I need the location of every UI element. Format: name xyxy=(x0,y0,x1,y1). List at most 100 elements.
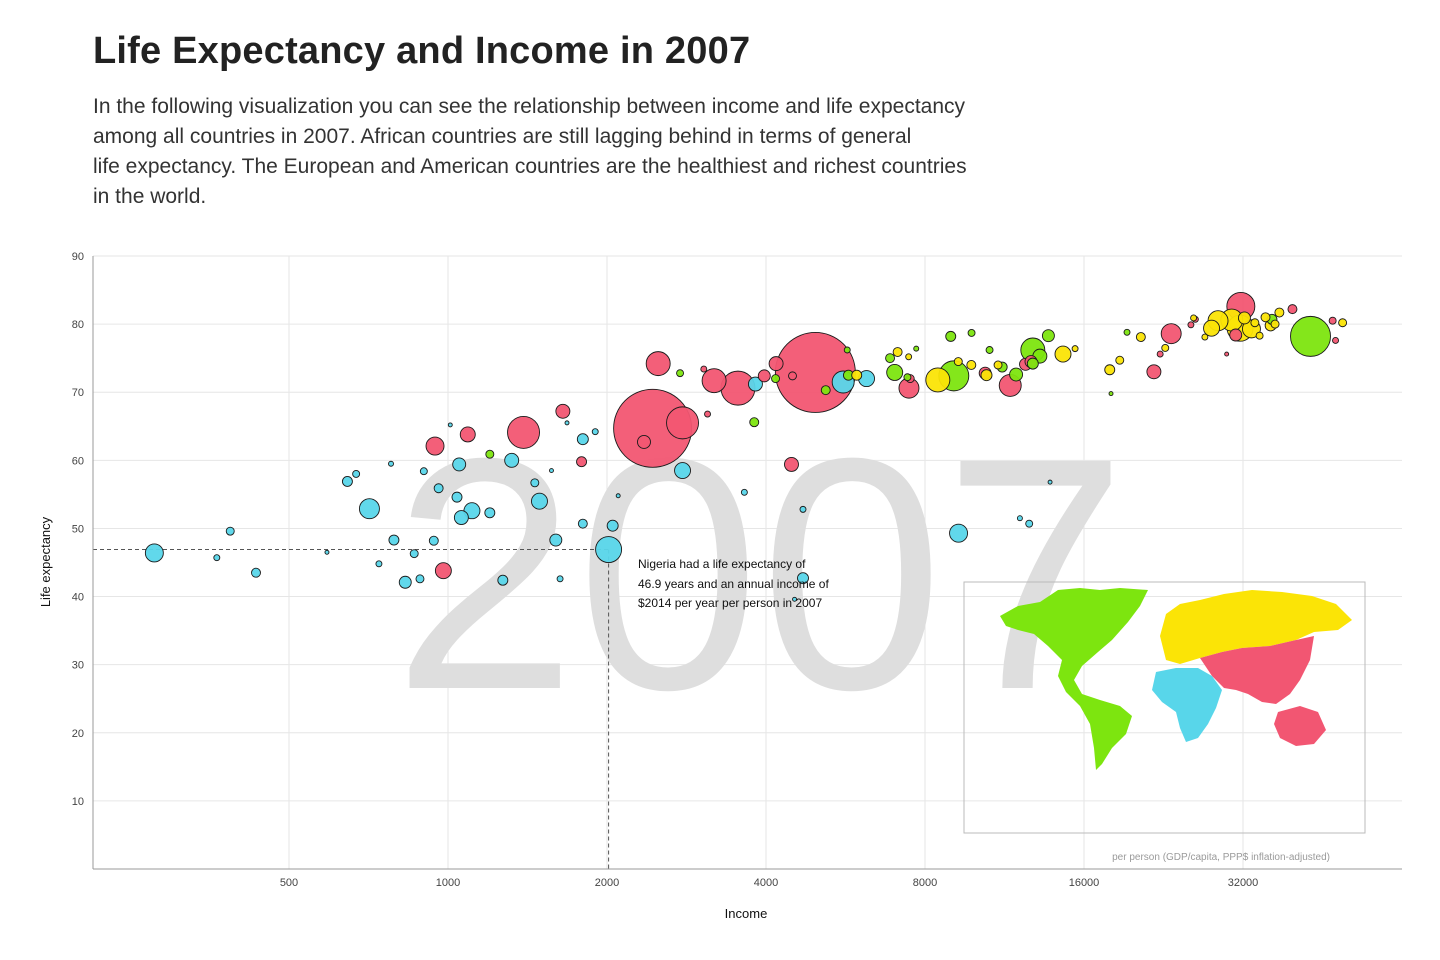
point-asia xyxy=(757,369,771,383)
point-americas xyxy=(820,385,831,396)
point-europe xyxy=(1190,314,1198,322)
point-americas xyxy=(749,417,760,428)
point-africa xyxy=(409,549,419,559)
point-africa xyxy=(324,549,330,555)
point-asia xyxy=(700,365,708,373)
x-tick-label: 500 xyxy=(280,877,298,889)
point-americas xyxy=(903,373,912,382)
point-asia xyxy=(1229,328,1243,342)
point-africa xyxy=(375,560,383,568)
map-region-africa xyxy=(1152,668,1222,742)
subtitle-line: life expectancy. The European and Americ… xyxy=(93,155,967,178)
y-tick-label: 90 xyxy=(72,251,84,263)
point-africa xyxy=(740,488,748,496)
point-europe xyxy=(1255,331,1264,340)
point-americas xyxy=(843,346,851,354)
point-asia xyxy=(425,436,445,456)
point-africa xyxy=(577,518,588,529)
y-axis-title: Life expectancy xyxy=(38,516,53,607)
point-asia xyxy=(637,434,651,449)
point-europe xyxy=(1274,307,1285,318)
point-africa xyxy=(452,457,467,472)
point-africa xyxy=(799,505,807,513)
point-africa xyxy=(595,536,623,564)
x-tick-label: 4000 xyxy=(754,877,778,889)
point-africa xyxy=(591,428,599,436)
point-americas xyxy=(771,374,780,384)
subtitle-line: among all countries in 2007. African cou… xyxy=(93,125,912,148)
x-tick-label: 1000 xyxy=(436,877,460,889)
point-europe xyxy=(1115,355,1125,365)
y-tick-label: 80 xyxy=(72,319,84,331)
caption: per person (GDP/capita, PPP$ inflation-a… xyxy=(1112,852,1330,863)
point-africa xyxy=(428,535,439,546)
point-asia xyxy=(1332,337,1339,344)
point-americas xyxy=(1026,357,1039,370)
world-map-inset xyxy=(963,581,1366,834)
y-tick-label: 20 xyxy=(72,728,84,740)
point-europe xyxy=(892,347,903,357)
point-africa xyxy=(576,433,589,446)
points xyxy=(144,291,1348,602)
point-africa xyxy=(497,574,509,586)
point-africa xyxy=(549,468,554,473)
point-europe xyxy=(966,360,977,370)
point-africa xyxy=(341,475,353,487)
point-americas xyxy=(945,330,957,342)
point-asia xyxy=(645,351,671,377)
point-africa xyxy=(352,470,361,478)
point-africa xyxy=(1016,515,1023,522)
point-africa xyxy=(398,575,412,589)
point-africa xyxy=(144,543,164,563)
point-asia xyxy=(701,368,727,394)
annotation-line: 46.9 years and an annual income of xyxy=(638,577,829,591)
point-asia xyxy=(1156,350,1164,358)
x-axis-title: Income xyxy=(725,906,768,921)
nigeria-annotation: Nigeria had a life expectancy of 46.9 ye… xyxy=(638,557,829,610)
x-tick-label: 16000 xyxy=(1069,877,1100,889)
x-tick-label: 32000 xyxy=(1228,877,1259,889)
point-americas xyxy=(985,346,994,354)
subtitle-line: in the world. xyxy=(93,185,207,208)
point-asia xyxy=(784,456,799,472)
point-asia xyxy=(434,562,452,580)
point-asia xyxy=(1287,304,1298,315)
point-asia xyxy=(459,426,476,443)
y-tick-label: 10 xyxy=(72,796,84,808)
point-asia xyxy=(1328,316,1337,325)
point-americas xyxy=(485,449,495,459)
point-africa xyxy=(251,567,261,578)
point-africa xyxy=(606,519,619,532)
point-asia xyxy=(666,406,699,440)
point-africa xyxy=(556,575,564,583)
point-europe xyxy=(1071,345,1079,353)
grid xyxy=(93,255,1402,869)
inset-map-frame xyxy=(963,581,1366,834)
point-americas xyxy=(1290,315,1331,357)
point-africa xyxy=(747,376,763,392)
point-asia xyxy=(768,356,784,372)
axes: 10 20 30 40 50 60 70 80 90 500 1000 2000 4000 8000 160… xyxy=(72,251,1402,889)
point-europe xyxy=(993,360,1003,370)
point-africa xyxy=(358,498,380,520)
point-europe xyxy=(1201,333,1209,341)
point-europe xyxy=(1250,318,1260,328)
point-americas xyxy=(1041,329,1055,343)
point-africa xyxy=(797,572,809,585)
point-africa xyxy=(792,596,797,602)
point-africa xyxy=(433,483,444,494)
y-tick-label: 30 xyxy=(72,660,84,672)
point-africa xyxy=(564,420,570,426)
point-africa xyxy=(674,462,691,479)
page-title: Life Expectancy and Income in 2007 xyxy=(93,30,751,72)
point-asia xyxy=(555,403,571,419)
y-tick-label: 70 xyxy=(72,387,84,399)
point-europe xyxy=(980,369,993,382)
point-europe xyxy=(1270,319,1280,329)
annotation-line: Nigeria had a life expectancy of xyxy=(638,557,806,571)
subtitle-line: In the following visualization you can s… xyxy=(93,95,966,118)
point-africa xyxy=(213,554,221,562)
point-africa xyxy=(447,422,453,428)
point-europe xyxy=(953,357,963,367)
